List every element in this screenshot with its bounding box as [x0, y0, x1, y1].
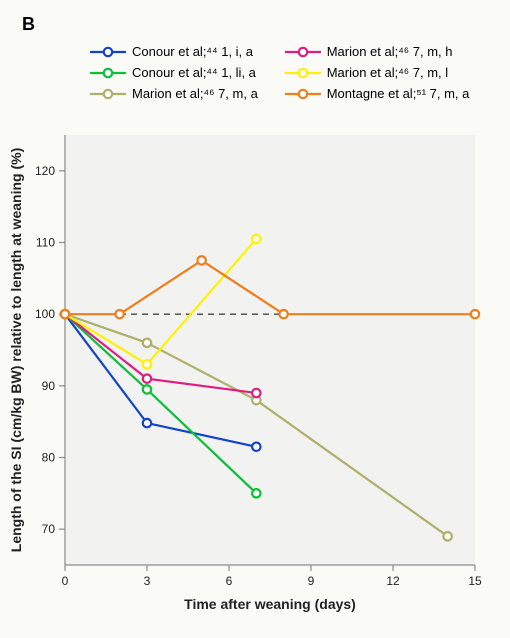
- svg-text:80: 80: [42, 451, 56, 465]
- svg-text:100: 100: [35, 307, 55, 321]
- chart-svg: 0 3 6 9 12 15 70 80 90 100 110 120 Time after weanin…: [0, 0, 510, 633]
- svg-text:6: 6: [226, 574, 233, 588]
- svg-text:110: 110: [36, 236, 55, 250]
- chart: 0 3 6 9 12 15 70 80 90 100 110 120 Time after weanin…: [0, 0, 510, 638]
- svg-text:Length of the SI (cm/kg BW) re: Length of the SI (cm/kg BW) relative to …: [8, 148, 24, 552]
- svg-text:120: 120: [35, 164, 55, 178]
- svg-text:70: 70: [42, 522, 56, 536]
- svg-text:0: 0: [62, 574, 69, 588]
- svg-text:3: 3: [144, 574, 151, 588]
- svg-text:Time after weaning (days): Time after weaning (days): [184, 596, 356, 612]
- svg-text:90: 90: [42, 379, 56, 393]
- svg-text:12: 12: [386, 574, 400, 588]
- svg-text:15: 15: [468, 574, 482, 588]
- svg-text:9: 9: [308, 574, 315, 588]
